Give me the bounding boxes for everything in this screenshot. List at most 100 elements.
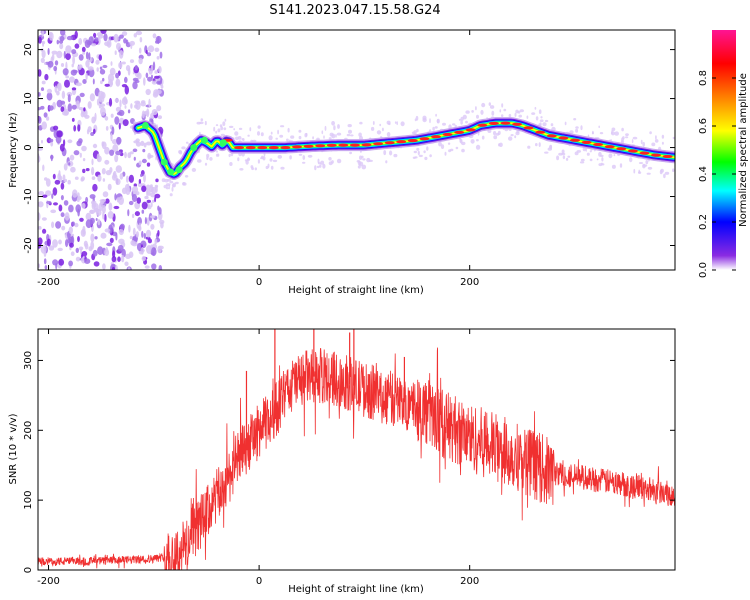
noise-speck bbox=[147, 238, 152, 244]
halo-speck bbox=[517, 110, 521, 114]
halo-speck bbox=[435, 113, 437, 117]
noise-speck bbox=[124, 76, 128, 83]
noise-speck bbox=[44, 265, 48, 270]
noise-speck bbox=[83, 107, 86, 112]
halo-speck bbox=[290, 135, 295, 139]
noise-speck bbox=[143, 142, 147, 148]
noise-speck bbox=[146, 217, 150, 226]
noise-speck bbox=[131, 213, 135, 219]
noise-speck bbox=[118, 62, 123, 69]
halo-speck bbox=[400, 121, 405, 127]
ridge-peak bbox=[292, 145, 302, 149]
halo-speck bbox=[324, 125, 327, 131]
noise-speck bbox=[54, 60, 59, 66]
x-tick-label: -200 bbox=[37, 277, 60, 288]
halo-speck bbox=[493, 131, 497, 136]
halo-speck bbox=[499, 109, 502, 113]
ridge-peak bbox=[338, 143, 349, 147]
noise-speck bbox=[149, 186, 154, 193]
halo-speck bbox=[514, 135, 517, 139]
noise-speck bbox=[52, 187, 58, 196]
noise-speck bbox=[58, 204, 63, 212]
noise-speck bbox=[42, 164, 45, 172]
noise-speck bbox=[130, 103, 133, 109]
noise-speck bbox=[75, 247, 80, 253]
halo-speck bbox=[328, 157, 332, 161]
halo-speck bbox=[184, 175, 189, 178]
noise-speck bbox=[72, 189, 78, 198]
halo-speck bbox=[257, 131, 260, 136]
colorbar-tick-label: 0.8 bbox=[698, 70, 709, 86]
halo-speck bbox=[350, 134, 354, 137]
noise-speck bbox=[67, 94, 71, 103]
noise-speck bbox=[111, 173, 118, 181]
noise-speck bbox=[87, 101, 92, 109]
noise-speck bbox=[100, 232, 107, 239]
noise-speck bbox=[60, 182, 65, 190]
noise-speck bbox=[156, 105, 162, 112]
y-tick-label: 200 bbox=[23, 421, 34, 440]
noise-speck bbox=[96, 32, 103, 37]
noise-speck bbox=[116, 42, 121, 51]
snr-series-line bbox=[38, 347, 675, 570]
halo-speck bbox=[631, 139, 634, 144]
noise-speck bbox=[144, 265, 150, 269]
noise-speck bbox=[59, 35, 65, 42]
noise-speck bbox=[98, 54, 103, 61]
noise-speck bbox=[104, 146, 110, 155]
noise-speck bbox=[127, 152, 132, 159]
halo-speck bbox=[664, 171, 670, 175]
halo-speck bbox=[534, 106, 537, 110]
halo-speck bbox=[510, 134, 514, 137]
noise-speck bbox=[157, 115, 162, 120]
halo-speck bbox=[621, 137, 624, 143]
noise-speck bbox=[141, 158, 147, 164]
halo-speck bbox=[206, 156, 209, 161]
noise-speck bbox=[92, 143, 98, 149]
noise-speck bbox=[60, 195, 64, 201]
noise-speck bbox=[151, 247, 157, 257]
noise-speck bbox=[154, 238, 158, 245]
noise-speck bbox=[60, 30, 66, 36]
noise-speck bbox=[116, 111, 122, 116]
halo-speck bbox=[223, 127, 227, 131]
noise-speck bbox=[131, 194, 138, 202]
halo-speck bbox=[418, 154, 423, 158]
halo-speck bbox=[319, 164, 322, 168]
noise-speck bbox=[160, 221, 164, 229]
halo-speck bbox=[503, 108, 507, 112]
noise-speck bbox=[109, 167, 113, 173]
noise-speck bbox=[92, 249, 98, 257]
halo-speck bbox=[215, 130, 218, 134]
halo-speck bbox=[396, 121, 399, 126]
halo-speck bbox=[336, 158, 342, 164]
noise-speck bbox=[55, 221, 62, 229]
noise-speck bbox=[138, 222, 142, 230]
halo-speck bbox=[251, 167, 255, 171]
noise-speck bbox=[130, 43, 133, 50]
noise-speck bbox=[74, 176, 79, 180]
noise-speck bbox=[155, 89, 162, 95]
noise-speck bbox=[38, 201, 44, 208]
halo-speck bbox=[460, 120, 463, 125]
noise-speck bbox=[52, 173, 56, 180]
noise-speck bbox=[47, 60, 54, 68]
halo-speck bbox=[569, 130, 574, 134]
noise-speck bbox=[127, 267, 131, 270]
noise-speck bbox=[48, 105, 54, 111]
noise-speck bbox=[151, 199, 155, 203]
noise-speck bbox=[94, 236, 98, 240]
halo-speck bbox=[323, 135, 325, 139]
halo-speck bbox=[642, 141, 645, 147]
noise-speck bbox=[84, 39, 91, 48]
noise-speck bbox=[93, 128, 96, 134]
spectrogram-panel: -200 0 200 -20 -10 0 10 20 Height of straight l… bbox=[8, 29, 676, 296]
halo-speck bbox=[216, 150, 218, 153]
halo-speck bbox=[209, 157, 213, 161]
noise-speck bbox=[91, 176, 96, 181]
noise-speck bbox=[104, 159, 110, 165]
halo-speck bbox=[429, 154, 432, 158]
noise-speck bbox=[38, 116, 42, 124]
noise-speck bbox=[99, 199, 107, 203]
